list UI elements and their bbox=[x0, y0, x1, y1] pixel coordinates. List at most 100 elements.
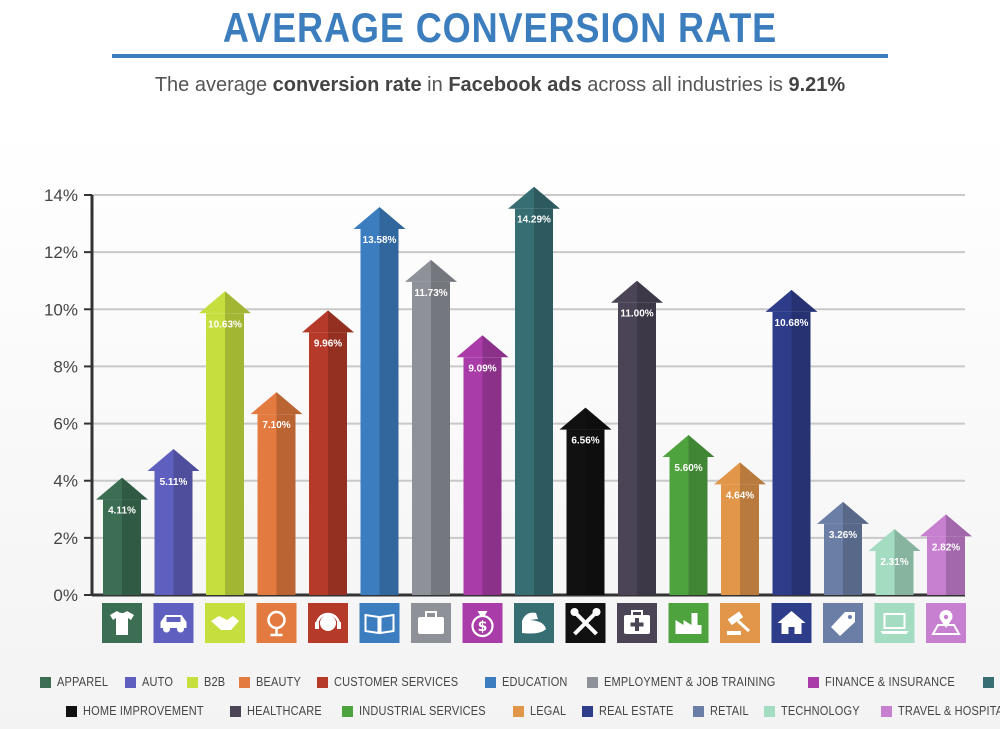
title-divider bbox=[112, 54, 888, 58]
y-tick-label: 10% bbox=[44, 300, 78, 319]
bar-group: 5.60% bbox=[662, 435, 715, 595]
bar bbox=[791, 311, 811, 595]
category-tile bbox=[771, 603, 812, 643]
bar bbox=[173, 471, 193, 595]
bar bbox=[618, 302, 637, 595]
legend-label: B2B bbox=[204, 675, 226, 689]
bar-arrowhead bbox=[482, 335, 509, 358]
bar-group: 14.29% bbox=[508, 186, 560, 595]
legend-swatch bbox=[316, 676, 328, 688]
legend-swatch bbox=[125, 676, 137, 688]
bar-arrowhead bbox=[637, 280, 663, 303]
legend-swatch bbox=[983, 676, 995, 688]
bar bbox=[894, 551, 914, 595]
bar bbox=[431, 281, 450, 595]
legend-label: EDUCATION bbox=[502, 675, 568, 689]
bar-arrowhead bbox=[534, 186, 560, 209]
bar bbox=[843, 523, 862, 595]
bar bbox=[637, 302, 656, 595]
category-tile bbox=[256, 603, 297, 643]
legend-label: EMPLOYMENT & JOB TRAINING bbox=[603, 675, 776, 689]
legend-item: EMPLOYMENT & JOB TRAINING bbox=[586, 675, 799, 689]
bar bbox=[946, 536, 965, 595]
legend-item: RETAIL bbox=[693, 704, 754, 718]
gavel-icon bbox=[727, 611, 751, 635]
data-label: 10.63% bbox=[208, 319, 242, 330]
bar-arrowhead bbox=[328, 310, 354, 333]
bar-arrowhead bbox=[225, 291, 251, 314]
bar bbox=[103, 499, 122, 595]
map-pin-icon bbox=[931, 610, 961, 635]
legend-item: BEAUTY bbox=[238, 675, 307, 689]
bar-arrowhead bbox=[868, 529, 895, 551]
subtitle-text: across all industries is bbox=[581, 74, 789, 96]
bar-arrowhead bbox=[431, 259, 457, 282]
legend-label: RETAIL bbox=[710, 704, 750, 718]
category-tile-bg bbox=[668, 603, 709, 643]
bar bbox=[225, 313, 244, 595]
legend-item: B2B bbox=[187, 675, 228, 689]
bar-arrowhead bbox=[276, 392, 303, 415]
category-tile-bg bbox=[256, 603, 297, 643]
legend-swatch bbox=[881, 705, 892, 717]
bar-group: 4.11% bbox=[96, 477, 148, 595]
data-label: 13.58% bbox=[363, 235, 397, 246]
category-tile-bg bbox=[874, 603, 915, 643]
briefcase-icon bbox=[418, 611, 444, 634]
medical-kit-icon bbox=[624, 610, 650, 634]
bar-arrowhead bbox=[843, 501, 869, 524]
legend-item: EDUCATION bbox=[485, 675, 577, 689]
bar-group: 2.82% bbox=[920, 514, 972, 595]
bar-group: 11.73% bbox=[405, 259, 457, 595]
tools-icon bbox=[570, 608, 601, 636]
bar-arrowhead bbox=[405, 259, 431, 282]
data-label: 4.64% bbox=[726, 490, 754, 501]
headset-icon bbox=[315, 612, 341, 631]
data-label: 4.11% bbox=[108, 506, 136, 517]
bar bbox=[740, 484, 759, 595]
data-label: 2.31% bbox=[880, 557, 908, 568]
bar bbox=[463, 357, 483, 595]
category-tile bbox=[668, 603, 709, 643]
bar-group: 4.64% bbox=[714, 462, 766, 595]
legend-label: HOME IMPROVEMENT bbox=[83, 704, 204, 718]
subtitle-bold-average: 9.21% bbox=[788, 74, 846, 96]
legend-label: TECHNOLOGY bbox=[781, 704, 861, 718]
bar bbox=[585, 429, 605, 595]
bar bbox=[206, 313, 225, 595]
bar-arrowhead bbox=[688, 435, 715, 457]
bar bbox=[688, 457, 708, 595]
bar-arrowhead bbox=[353, 207, 380, 229]
bar bbox=[257, 414, 277, 595]
data-label: 10.68% bbox=[775, 318, 809, 329]
bar-group: 2.31% bbox=[868, 529, 921, 595]
bar bbox=[927, 536, 946, 595]
bar-arrowhead bbox=[456, 335, 483, 358]
category-tile bbox=[308, 603, 348, 643]
bar-arrowhead bbox=[714, 462, 740, 485]
legend-swatch bbox=[40, 676, 51, 688]
legend-label: AUTO bbox=[142, 675, 174, 689]
legend-item: TRAVEL & HOSPITALITY bbox=[881, 704, 1000, 718]
category-tile bbox=[565, 603, 606, 643]
legend-label: LEGAL bbox=[530, 704, 567, 718]
bar-arrowhead bbox=[894, 529, 921, 551]
data-label: 9.96% bbox=[314, 338, 342, 349]
y-tick-label: 4% bbox=[53, 472, 78, 491]
bar bbox=[379, 229, 399, 595]
bar-group: 10.63% bbox=[199, 291, 251, 595]
bar bbox=[360, 229, 380, 595]
legend-item: FINANCE & INSURANCE bbox=[808, 675, 973, 689]
category-tile bbox=[359, 603, 400, 643]
bar bbox=[721, 484, 740, 595]
shirt-icon bbox=[110, 611, 134, 635]
legend-swatch bbox=[693, 705, 705, 717]
bar-group: 10.68% bbox=[765, 289, 818, 595]
book-icon bbox=[364, 613, 395, 635]
data-label: 11.73% bbox=[414, 288, 447, 299]
bar-arrowhead bbox=[302, 310, 328, 333]
bar bbox=[122, 499, 141, 595]
bar-arrowhead bbox=[250, 392, 277, 415]
data-label: 11.00% bbox=[620, 309, 653, 320]
data-label: 5.11% bbox=[160, 477, 188, 488]
